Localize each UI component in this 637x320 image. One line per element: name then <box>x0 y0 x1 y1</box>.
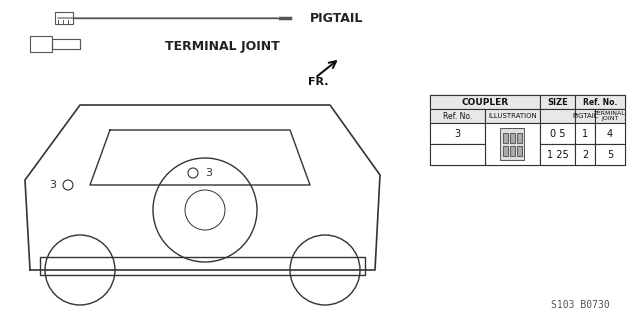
Text: 4: 4 <box>607 129 613 139</box>
Bar <box>30 36 52 52</box>
Text: 0 5: 0 5 <box>550 129 565 139</box>
Bar <box>430 123 485 144</box>
Text: 5: 5 <box>607 149 613 159</box>
Bar <box>595 144 625 165</box>
Bar <box>575 123 595 144</box>
Text: 1: 1 <box>582 129 588 139</box>
Bar <box>575 144 595 165</box>
Bar <box>503 133 508 143</box>
Bar <box>540 123 575 144</box>
Bar <box>510 146 515 156</box>
Bar <box>52 39 80 49</box>
Bar <box>595 109 625 123</box>
Text: 2: 2 <box>582 149 588 159</box>
Text: PIGTAIL: PIGTAIL <box>310 12 363 25</box>
Bar <box>540 109 575 123</box>
Bar <box>485 123 540 165</box>
Text: TERMINAL JOINT: TERMINAL JOINT <box>165 39 280 52</box>
Bar <box>430 95 540 109</box>
Bar <box>517 133 522 143</box>
Bar <box>595 123 625 144</box>
Text: COUPLER: COUPLER <box>461 98 508 107</box>
Text: 3: 3 <box>454 129 461 139</box>
Text: SIZE: SIZE <box>547 98 568 107</box>
Text: Ref. No.: Ref. No. <box>443 111 472 121</box>
Text: ILLUSTRATION: ILLUSTRATION <box>488 113 537 119</box>
Text: TERMINAL
JOINT: TERMINAL JOINT <box>594 111 626 121</box>
Bar <box>430 109 485 123</box>
Bar <box>517 146 522 156</box>
Bar <box>430 144 485 165</box>
Bar <box>55 12 73 24</box>
Text: S103 B0730: S103 B0730 <box>551 300 610 310</box>
Bar <box>430 95 625 165</box>
Bar <box>540 95 575 109</box>
Bar <box>503 146 508 156</box>
Bar <box>575 95 625 109</box>
Text: PIGTAIL: PIGTAIL <box>572 113 598 119</box>
Text: 1 25: 1 25 <box>547 149 568 159</box>
Bar <box>485 109 540 123</box>
Bar <box>501 128 524 160</box>
Text: FR.: FR. <box>308 77 329 87</box>
Text: 3: 3 <box>50 180 57 190</box>
Bar <box>575 109 595 123</box>
Text: Ref. No.: Ref. No. <box>583 98 617 107</box>
Bar <box>510 133 515 143</box>
Text: 3: 3 <box>205 168 212 178</box>
Bar <box>540 144 575 165</box>
Bar <box>40 257 365 275</box>
